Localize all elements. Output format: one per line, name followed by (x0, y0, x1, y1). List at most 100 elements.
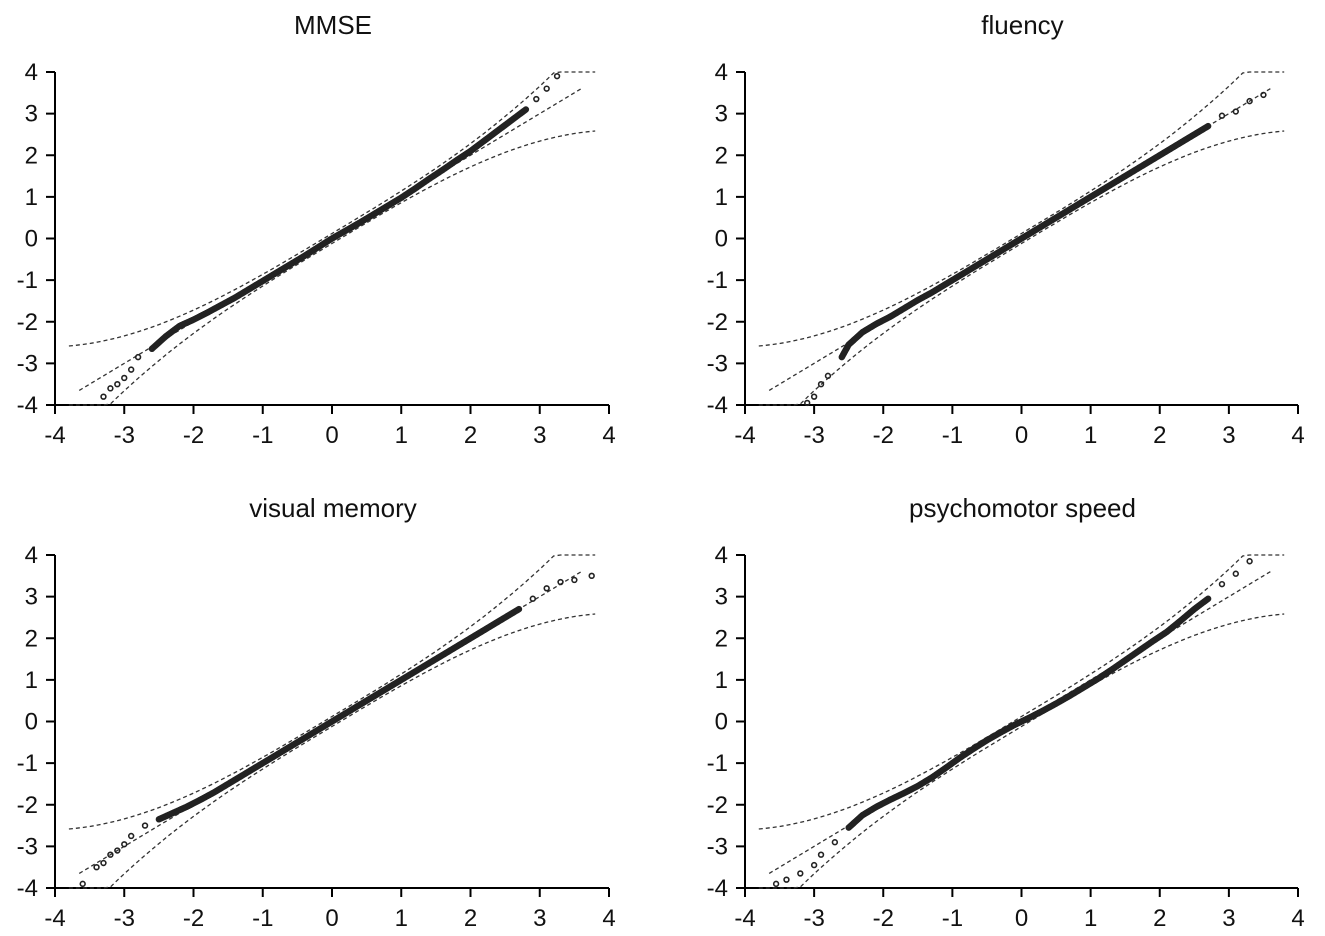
confidence-band-lower (68, 130, 596, 406)
y-tick-label: 3 (715, 101, 728, 128)
data-point (1246, 97, 1253, 105)
data-point (797, 870, 804, 877)
x-tick-label: -2 (183, 422, 204, 449)
panel-3: psychomotor speed -4 -3 -2 -1 0 1 2 3 4 4 3 2 1 0 -1 -2 -… (707, 493, 1305, 932)
y-tick-label: -4 (707, 392, 728, 419)
x-tick-label: 0 (325, 422, 338, 449)
y-tick-label: 2 (25, 142, 38, 169)
confidence-band-lower (758, 130, 1285, 406)
data-point (93, 863, 100, 871)
y-tick-label: 0 (25, 709, 38, 736)
x-tick-label: 1 (1084, 422, 1097, 449)
y-tick-label: -4 (17, 392, 38, 419)
y-tick-label: 2 (715, 142, 728, 169)
y-tick-label: 0 (715, 226, 728, 253)
x-tick-label: -4 (44, 422, 65, 449)
data-series (772, 558, 1253, 888)
y-tick-label: -2 (707, 792, 728, 819)
y-tick-label: 4 (715, 59, 728, 86)
confidence-band-upper (758, 554, 1285, 830)
data-point (1232, 570, 1239, 577)
x-tick-label: -2 (873, 422, 894, 449)
data-point (522, 106, 530, 113)
data-point (1204, 122, 1212, 130)
data-point (1246, 558, 1253, 565)
data-point (831, 839, 839, 846)
x-tick-label: -3 (114, 905, 135, 932)
data-point (114, 380, 121, 388)
x-tick-label: 0 (325, 905, 338, 932)
data-point (810, 861, 818, 869)
data-point (543, 85, 550, 92)
data-point (107, 851, 114, 858)
x-tick-label: 2 (464, 422, 477, 449)
y-tick-label: -4 (17, 875, 38, 902)
x-tick-label: 4 (1291, 905, 1304, 932)
panel-title: visual memory (249, 493, 417, 523)
y-tick-label: -2 (707, 309, 728, 336)
x-tick-label: -4 (734, 905, 755, 932)
data-series (804, 91, 1267, 407)
data-point (571, 576, 578, 584)
data-point (557, 578, 564, 586)
x-tick-label: 3 (533, 905, 546, 932)
y-tick-label: -2 (17, 792, 38, 819)
data-point (127, 366, 135, 373)
y-tick-label: -3 (707, 350, 728, 377)
data-point (1218, 112, 1226, 119)
data-point (134, 353, 142, 361)
x-tick-label: 3 (533, 422, 546, 449)
x-tick-label: -3 (114, 422, 135, 449)
y-tick-label: -1 (707, 750, 728, 777)
data-point (121, 841, 128, 848)
y-tick-label: 1 (25, 184, 38, 211)
x-tick-label: 0 (1015, 905, 1028, 932)
data-point (127, 832, 135, 840)
x-tick-label: 1 (395, 422, 408, 449)
x-tick-label: 2 (1153, 905, 1166, 932)
y-tick-label: -1 (707, 267, 728, 294)
x-tick-label: 1 (395, 905, 408, 932)
data-point (817, 380, 825, 388)
data-point (1218, 580, 1226, 588)
data-point (1204, 595, 1212, 602)
x-tick-label: 2 (1153, 422, 1166, 449)
y-tick-label: 1 (715, 184, 728, 211)
data-point (529, 595, 537, 602)
y-tick-label: 2 (25, 625, 38, 652)
x-tick-label: 4 (1291, 422, 1304, 449)
y-tick-label: 0 (25, 226, 38, 253)
confidence-band-upper (68, 71, 596, 347)
y-tick-label: 1 (715, 667, 728, 694)
panel-title: psychomotor speed (909, 493, 1136, 523)
x-tick-label: -1 (942, 422, 963, 449)
data-point (533, 95, 540, 103)
y-tick-label: 3 (25, 584, 38, 611)
x-tick-label: 3 (1222, 422, 1235, 449)
data-point (804, 399, 811, 407)
data-point (810, 393, 818, 400)
y-tick-label: 3 (715, 584, 728, 611)
panel-2: visual memory -4 -3 -2 -1 0 1 2 3 4 4 3 2 1 0 -1 -2 -3 -4 (17, 493, 616, 932)
y-tick-label: 4 (25, 59, 38, 86)
x-tick-label: 1 (1084, 905, 1097, 932)
y-tick-label: -1 (17, 267, 38, 294)
x-tick-label: 3 (1222, 905, 1235, 932)
panel-1: fluency -4 -3 -2 -1 0 1 2 3 4 4 3 2 1 0 -1 -2 -3 -4 (707, 10, 1305, 449)
confidence-band-upper (758, 71, 1285, 347)
x-tick-label: 2 (464, 905, 477, 932)
data-point (543, 585, 550, 592)
data-point (79, 880, 86, 888)
x-tick-label: 4 (602, 905, 615, 932)
y-tick-label: 0 (715, 709, 728, 736)
y-tick-label: -3 (707, 833, 728, 860)
data-point (141, 822, 149, 829)
y-tick-label: -2 (17, 309, 38, 336)
x-tick-label: -3 (803, 905, 824, 932)
data-point (1232, 108, 1239, 115)
y-tick-label: -1 (17, 750, 38, 777)
data-point (100, 393, 107, 400)
x-tick-label: 0 (1015, 422, 1028, 449)
confidence-band-lower (758, 613, 1285, 889)
